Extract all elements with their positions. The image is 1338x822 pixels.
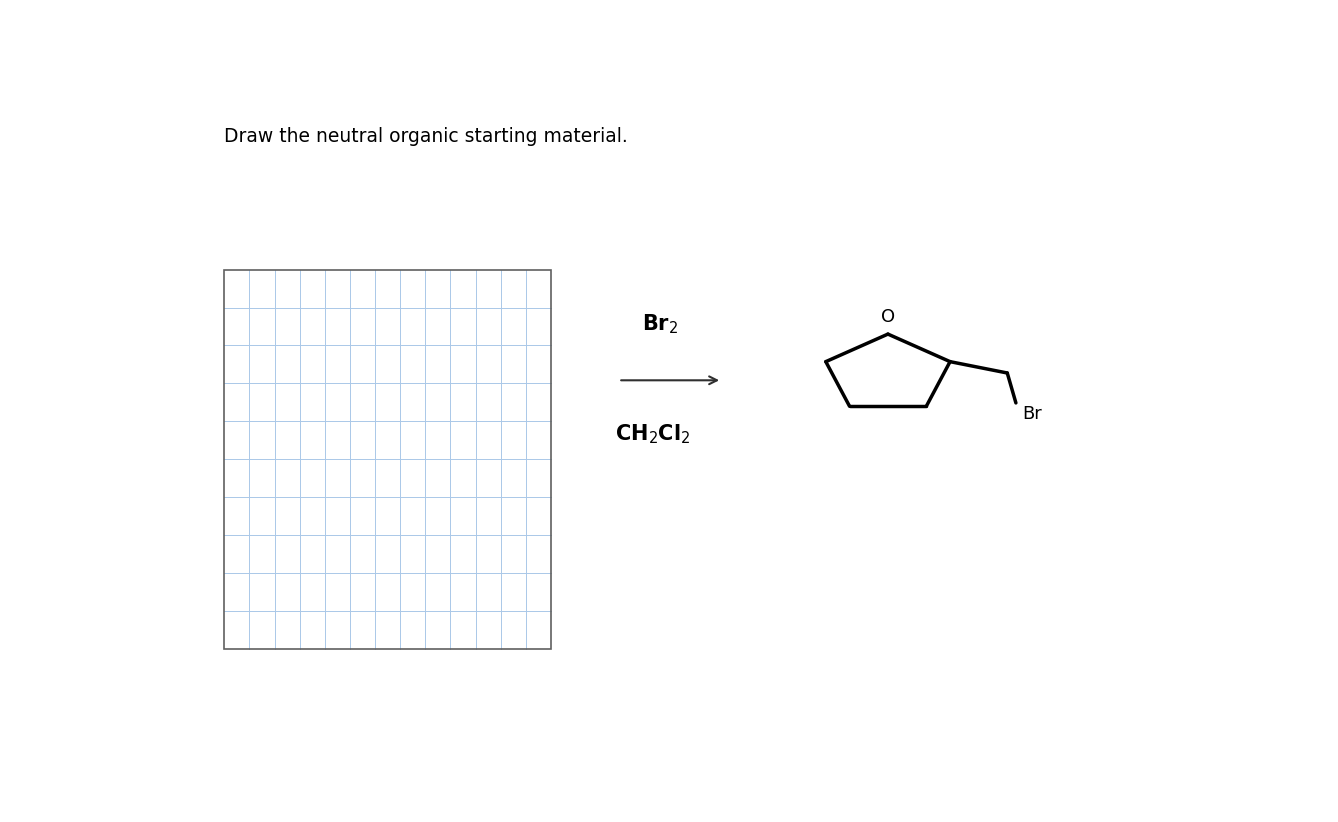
Text: Br$_2$: Br$_2$	[642, 312, 678, 336]
Text: CH$_2$Cl$_2$: CH$_2$Cl$_2$	[615, 423, 690, 446]
Text: O: O	[880, 308, 895, 326]
Text: Br: Br	[1022, 404, 1042, 423]
Bar	[225, 270, 551, 649]
Text: Draw the neutral organic starting material.: Draw the neutral organic starting materi…	[225, 127, 628, 146]
